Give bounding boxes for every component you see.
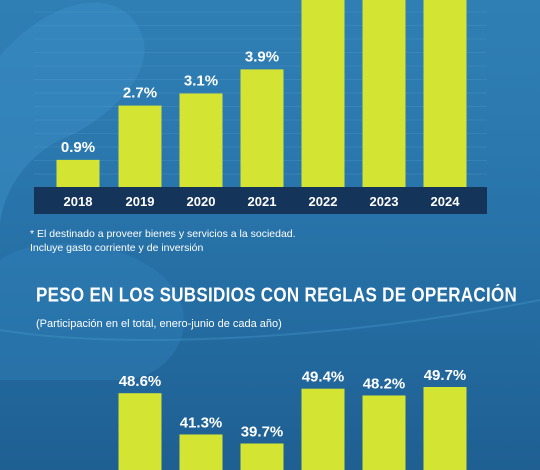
bar-2022 (301, 0, 345, 187)
data-labels: 48.6% 41.3% 39.7% 49.4% 48.2% 49.7% (119, 367, 467, 441)
data-label-series2-1: 48.6% (119, 373, 162, 390)
bars (118, 387, 467, 470)
data-label-2019: 2.7% (123, 85, 157, 102)
bars (56, 0, 467, 187)
x-tick-2018: 2018 (64, 194, 93, 209)
bar-2019 (118, 105, 162, 187)
data-label-2018: 0.9% (61, 139, 95, 156)
chart-subsidies-share: 48.6% 41.3% 39.7% 49.4% 48.2% 49.7% (118, 367, 467, 470)
x-tick-2022: 2022 (309, 194, 338, 209)
chart-title-subsidies: PESO EN LOS SUBSIDIOS CON REGLAS DE OPER… (36, 284, 518, 307)
bar-series2-5 (362, 395, 406, 470)
bar-series2-6 (423, 387, 467, 470)
bar-series2-2 (179, 434, 223, 470)
x-axis-tick-labels: 2018 2019 2020 2021 2022 2023 2024 (64, 194, 461, 209)
footnote-line-2: Incluye gasto corriente y de inversión (30, 242, 204, 254)
bar-2021 (240, 69, 284, 187)
x-tick-2023: 2023 (370, 194, 399, 209)
chart-subtitle-subsidies: (Participación en el total, enero-junio … (36, 318, 282, 330)
x-tick-2020: 2020 (187, 194, 216, 209)
data-label-series2-3: 39.7% (241, 424, 284, 441)
bar-2018 (56, 159, 100, 187)
data-label-series2-4: 49.4% (302, 369, 345, 386)
bar-2024 (423, 0, 467, 187)
data-label-series2-5: 48.2% (363, 375, 406, 392)
data-labels: 0.9% 2.7% 3.1% 3.9% (61, 48, 279, 155)
bar-series2-4 (301, 388, 345, 470)
x-tick-2024: 2024 (431, 194, 461, 209)
x-tick-2021: 2021 (248, 194, 277, 209)
chart-spending-growth: 0.9% 2.7% 3.1% 3.9% 2018 2019 2020 2021 2022 202… (34, 0, 487, 214)
data-label-series2-2: 41.3% (180, 414, 223, 431)
bar-2020 (179, 93, 223, 187)
data-label-2020: 3.1% (184, 73, 218, 90)
bar-series2-3 (240, 443, 284, 470)
data-label-series2-6: 49.7% (424, 367, 467, 384)
footnote-line-1: * El destinado a proveer bienes y servic… (30, 228, 296, 240)
x-tick-2019: 2019 (126, 194, 155, 209)
bar-2023 (362, 0, 406, 187)
data-label-2021: 3.9% (245, 48, 279, 65)
x-axis-band (34, 187, 487, 214)
bar-series2-1 (118, 393, 162, 470)
